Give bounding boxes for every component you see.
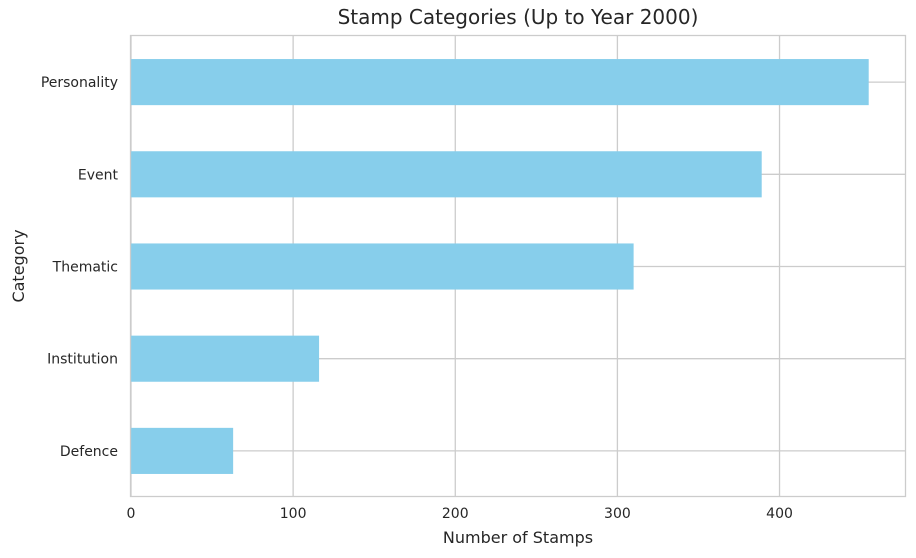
x-tick-label: 400 bbox=[766, 506, 793, 522]
y-tick-label: Personality bbox=[41, 75, 118, 91]
plot-frame bbox=[129, 34, 907, 498]
x-tick-label: 300 bbox=[604, 506, 631, 522]
y-tick-label: Event bbox=[78, 167, 119, 183]
bar-event bbox=[131, 151, 762, 198]
x-tick-label: 100 bbox=[280, 506, 307, 522]
y-tick-labels: Personality Event Thematic Institution Defen… bbox=[41, 75, 119, 460]
x-axis-label: Number of Stamps bbox=[443, 528, 593, 547]
y-axis-label: Category bbox=[9, 229, 28, 302]
bar-personality bbox=[131, 59, 869, 106]
bar-institution bbox=[131, 335, 320, 382]
y-tick-label: Defence bbox=[60, 444, 118, 460]
y-tick-label: Institution bbox=[47, 352, 118, 368]
y-tick-label: Thematic bbox=[52, 260, 118, 276]
bar-thematic bbox=[131, 243, 634, 290]
bar-defence bbox=[131, 427, 234, 474]
bar-layer bbox=[131, 59, 869, 474]
x-tick-label: 200 bbox=[442, 506, 469, 522]
x-tick-label: 0 bbox=[127, 506, 136, 522]
chart-title: Stamp Categories (Up to Year 2000) bbox=[338, 5, 699, 29]
x-tick-labels: 0 100 200 300 400 bbox=[127, 506, 793, 522]
